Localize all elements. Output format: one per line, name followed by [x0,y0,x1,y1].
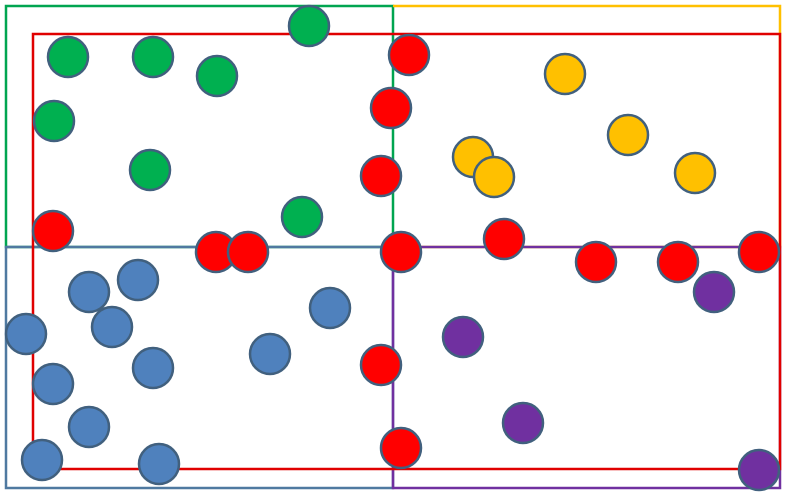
blue-point [31,362,75,406]
yellow-point [543,52,587,96]
red-points [31,33,781,470]
red-point [379,426,423,470]
red-point [31,209,75,253]
blue-point [20,438,64,482]
blue-point [131,346,175,390]
purple-point [737,448,781,492]
red-point [369,86,413,130]
green-point [128,148,172,192]
yellow-point [673,151,717,195]
blue-point [4,312,48,356]
blue-point [137,442,181,486]
yellow-region [393,4,782,249]
red-point [379,230,423,274]
green-point [287,4,331,48]
blue-point [67,270,111,314]
red-point [359,343,403,387]
red-point [359,154,403,198]
green-point [32,99,76,143]
red-point [574,240,618,284]
blue-point [90,305,134,349]
red-point [226,230,270,274]
blue-point [67,405,111,449]
yellow-point [606,113,650,157]
purple-point [692,270,736,314]
red-point [387,33,431,77]
green-point [131,35,175,79]
purple-points [441,270,781,492]
blue-points [4,258,352,486]
green-point [280,195,324,239]
green-points [32,4,331,239]
yellow-point [472,155,516,199]
purple-point [441,315,485,359]
blue-point [116,258,160,302]
blue-point [248,332,292,376]
purple-point [501,401,545,445]
red-point [656,240,700,284]
green-point [46,35,90,79]
blue-point [308,286,352,330]
yellow-points [451,52,717,199]
green-point [195,54,239,98]
red-point [482,217,526,261]
red-point [737,230,781,274]
